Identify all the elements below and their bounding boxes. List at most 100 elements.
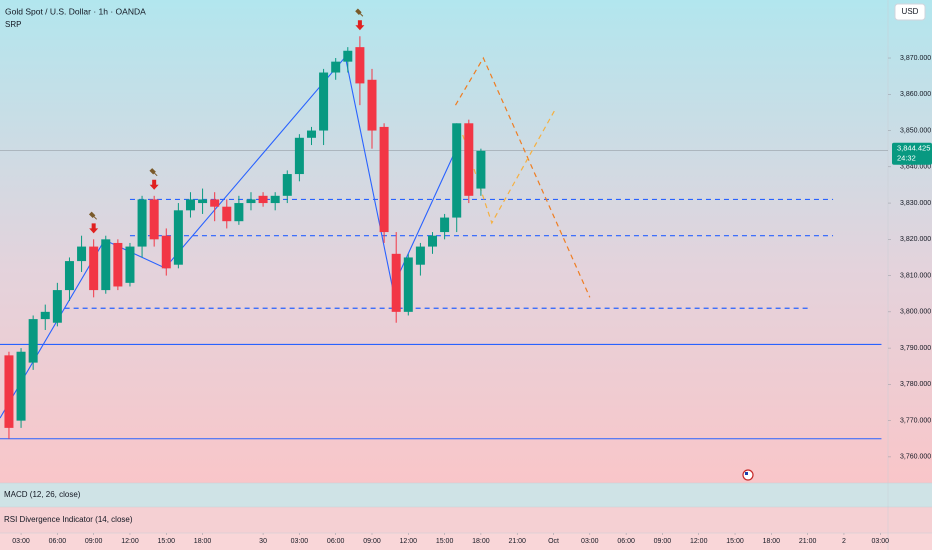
candle-body <box>464 123 474 196</box>
y-tick-label: 3,760.000 <box>900 454 931 461</box>
macd-pane <box>0 483 932 507</box>
indicator-label: RSI Divergence Indicator (14, close) <box>4 515 133 524</box>
signal-arrow <box>89 223 99 234</box>
candle-body <box>440 217 450 233</box>
x-tick-label: 03:00 <box>12 538 30 545</box>
candle-body <box>355 47 365 84</box>
signal-arrow <box>355 20 365 31</box>
candle-body <box>161 235 171 269</box>
x-tick-label: 12:00 <box>690 538 708 545</box>
x-tick-label: Oct <box>548 538 559 545</box>
last-price-label: 3,844.425 <box>897 144 930 153</box>
x-tick-label: 2 <box>842 538 846 545</box>
candle-body <box>4 355 14 428</box>
y-tick-label: 3,780.000 <box>900 381 931 388</box>
candle-body <box>137 199 147 247</box>
x-tick-label: 18:00 <box>763 538 781 545</box>
currency-button[interactable] <box>894 3 926 21</box>
candle-body <box>198 199 208 204</box>
x-tick-label: 09:00 <box>654 538 672 545</box>
candle-body <box>77 246 87 262</box>
candle-body <box>40 311 50 320</box>
candle-body <box>234 203 244 222</box>
x-tick-label: 12:00 <box>400 538 418 545</box>
candle-body <box>367 79 377 131</box>
candle-body <box>16 351 26 421</box>
y-tick-label: 3,840.000 <box>900 164 931 171</box>
candle-body <box>101 239 111 291</box>
y-tick-label: 3,860.000 <box>900 91 931 98</box>
y-tick-label: 3,870.000 <box>900 55 931 62</box>
candle-body <box>185 199 195 211</box>
x-tick-label: 09:00 <box>363 538 381 545</box>
plot-background <box>0 0 932 483</box>
signal-hammer <box>149 168 158 177</box>
rsi-pane <box>0 507 932 533</box>
x-tick-label: 03:00 <box>871 538 889 545</box>
x-tick-label: 21:00 <box>799 538 817 545</box>
candle-body <box>210 199 220 207</box>
x-tick-label: 15:00 <box>436 538 454 545</box>
x-tick-label: 03:00 <box>291 538 309 545</box>
candle-body <box>391 253 401 312</box>
candle-body <box>64 261 74 291</box>
x-tick-label: 12:00 <box>121 538 139 545</box>
x-tick-label: 06:00 <box>49 538 67 545</box>
signal-marker <box>149 168 159 190</box>
candle-body <box>331 61 341 73</box>
candle-body <box>282 174 292 196</box>
x-tick-label: 03:00 <box>581 538 599 545</box>
x-tick-label: 18:00 <box>194 538 212 545</box>
candle-body <box>428 235 438 247</box>
x-tick-label: 18:00 <box>472 538 490 545</box>
candle-body <box>452 123 462 218</box>
candle-body <box>319 72 329 131</box>
signal-marker <box>88 211 99 234</box>
chart-title: Gold Spot / U.S. Dollar · 1h · OANDA <box>5 6 146 16</box>
x-tick-label: 09:00 <box>85 538 103 545</box>
x-tick-label: 30 <box>259 538 267 545</box>
candle-body <box>173 210 183 265</box>
flag-icon <box>742 469 754 481</box>
signal-marker <box>355 8 365 31</box>
signal-hammer <box>355 8 364 17</box>
candle-body <box>403 257 413 312</box>
x-tick-label: 06:00 <box>327 538 345 545</box>
candle-body <box>113 242 123 287</box>
candle-body <box>52 290 62 323</box>
candle-body <box>258 195 268 204</box>
y-tick-label: 3,830.000 <box>900 200 931 207</box>
y-tick-label: 3,800.000 <box>900 309 931 316</box>
candle-body <box>476 150 486 189</box>
candle-body <box>246 199 256 204</box>
x-tick-label: 15:00 <box>726 538 744 545</box>
signal-hammer <box>88 211 98 220</box>
candle-body <box>149 199 159 240</box>
signal-arrow <box>149 179 159 190</box>
x-tick-label: 21:00 <box>508 538 526 545</box>
x-tick-label: 15:00 <box>158 538 176 545</box>
y-tick-label: 3,790.000 <box>900 345 931 352</box>
candle-body <box>222 206 232 222</box>
candle-body <box>89 246 99 291</box>
candle-body <box>28 319 38 363</box>
candle-body <box>343 50 353 62</box>
last-price-box <box>892 142 932 165</box>
currency-label: USD <box>902 7 919 16</box>
y-tick-label: 3,770.000 <box>900 417 931 424</box>
y-tick-label: 3,850.000 <box>900 127 931 134</box>
countdown-label: 24:32 <box>897 154 916 163</box>
y-tick-label: 3,820.000 <box>900 236 931 243</box>
candle-body <box>294 137 304 175</box>
candle-body <box>379 126 389 233</box>
time-axis <box>0 533 932 550</box>
chart-subtitle: SRP <box>5 20 21 29</box>
indicator-label: MACD (12, 26, close) <box>4 490 81 499</box>
drawing-line <box>454 56 591 298</box>
candle-body <box>306 130 316 138</box>
candle-body <box>270 195 280 204</box>
x-tick-label: 06:00 <box>617 538 635 545</box>
y-tick-label: 3,810.000 <box>900 272 931 279</box>
